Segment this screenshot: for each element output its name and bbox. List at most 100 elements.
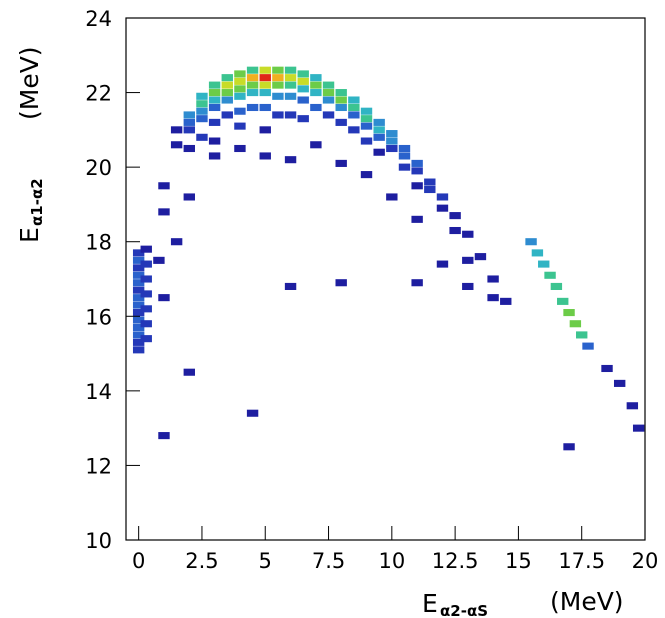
y-axis-label-subscript: α1-α2 [28,178,46,226]
cell [140,320,152,328]
cell [158,432,170,440]
cell [208,152,221,160]
cell [132,249,145,257]
cell [208,103,221,112]
cell [310,81,322,89]
cell [348,103,360,112]
x-tick-label: 7.5 [312,549,345,573]
y-tick-label: 20 [85,156,112,180]
cell [411,182,423,190]
cell [132,346,145,354]
y-tick-label: 12 [85,454,112,478]
cell [208,81,221,89]
cell [284,74,297,82]
x-axis-label-subscript: α2-αS [440,602,488,618]
cell [284,81,297,89]
cell [360,122,373,130]
cell [246,89,259,97]
cell [373,148,385,156]
cell [158,294,170,302]
cell [360,137,373,145]
cell [557,297,569,305]
cell [322,111,335,119]
cell [373,118,385,126]
cell [310,89,322,97]
cell [132,264,145,272]
cell [272,66,284,74]
cell [246,409,259,417]
cell [487,275,499,283]
cell [221,111,233,119]
cell [259,74,271,82]
cell [140,335,152,343]
cell [297,96,309,104]
cell [297,77,309,85]
cell [158,208,170,216]
cell [196,100,208,108]
cell [221,81,233,89]
cell [601,364,613,373]
cell [183,193,195,201]
cell [462,256,474,264]
cell [348,111,360,119]
cell [132,331,145,339]
cell [411,215,423,223]
plot-frame [125,17,646,541]
cell [474,253,487,261]
cell [132,279,145,287]
cell [436,260,449,268]
cell [208,89,221,97]
cell [234,85,246,93]
x-tick-label: 15 [505,549,532,573]
cell [284,66,297,74]
cell [183,368,195,376]
cell [221,96,233,104]
cell [360,171,373,179]
cell [234,92,246,100]
cell [500,297,512,305]
x-tick-label: 17.5 [558,549,605,573]
cell [582,342,594,350]
cell [550,282,563,290]
cell [246,81,259,89]
cell [221,74,233,82]
cell [221,89,233,97]
x-tick-label: 0 [132,549,145,573]
y-tick-label: 18 [85,231,112,255]
cell [170,141,183,149]
cell [424,185,436,194]
cell [196,92,208,100]
cell [259,66,271,74]
cell [132,301,145,309]
cell [297,70,309,78]
cell [140,305,152,313]
cell [259,152,271,160]
cell [272,81,284,89]
cell [170,238,183,246]
cell [140,245,152,253]
cell [544,271,556,279]
cell [487,294,499,302]
cell [335,159,347,167]
y-axis-label: E [15,227,44,243]
cell [208,118,221,126]
cell [449,226,461,235]
y-tick-label: 14 [85,380,112,404]
cell [398,152,411,160]
cell [310,103,322,112]
cell [297,85,309,93]
cell [259,89,271,97]
y-tick-label: 22 [85,82,112,106]
cell [613,379,626,387]
cell [208,137,221,145]
cell [373,126,385,134]
cell [246,74,259,82]
cell [132,271,145,279]
cell [335,118,347,126]
cell [153,256,165,264]
cell [335,96,347,104]
cell [386,144,398,153]
cell [373,133,385,141]
cell [272,74,284,82]
